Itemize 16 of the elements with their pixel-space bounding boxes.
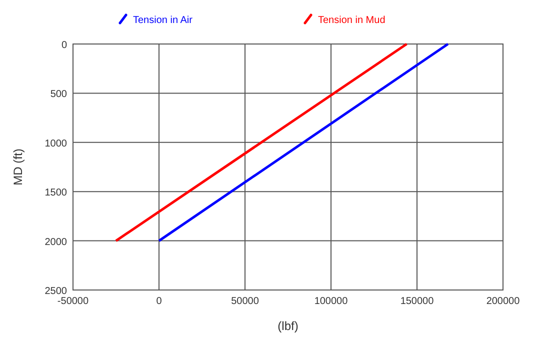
x-tick-label: 200000 [486, 296, 520, 307]
legend-label: Tension in Mud [318, 15, 386, 26]
y-axis-title: MD (ft) [11, 148, 25, 186]
x-tick-label: 150000 [400, 296, 434, 307]
x-axis-title: (lbf) [278, 319, 298, 333]
y-tick-label: 2000 [44, 236, 68, 248]
x-tick-label: -50000 [57, 296, 90, 307]
legend-label: Tension in Air [133, 15, 194, 26]
y-tick-label: 1500 [44, 188, 68, 199]
x-tick-label: 0 [156, 296, 162, 307]
y-tick-label: 1000 [44, 138, 68, 150]
y-tick-label: 2500 [44, 286, 68, 297]
y-tick-label: 0 [61, 40, 68, 51]
x-tick-label: 100000 [314, 296, 348, 307]
y-tick-label: 500 [50, 89, 68, 100]
x-tick-label: 50000 [231, 296, 260, 307]
